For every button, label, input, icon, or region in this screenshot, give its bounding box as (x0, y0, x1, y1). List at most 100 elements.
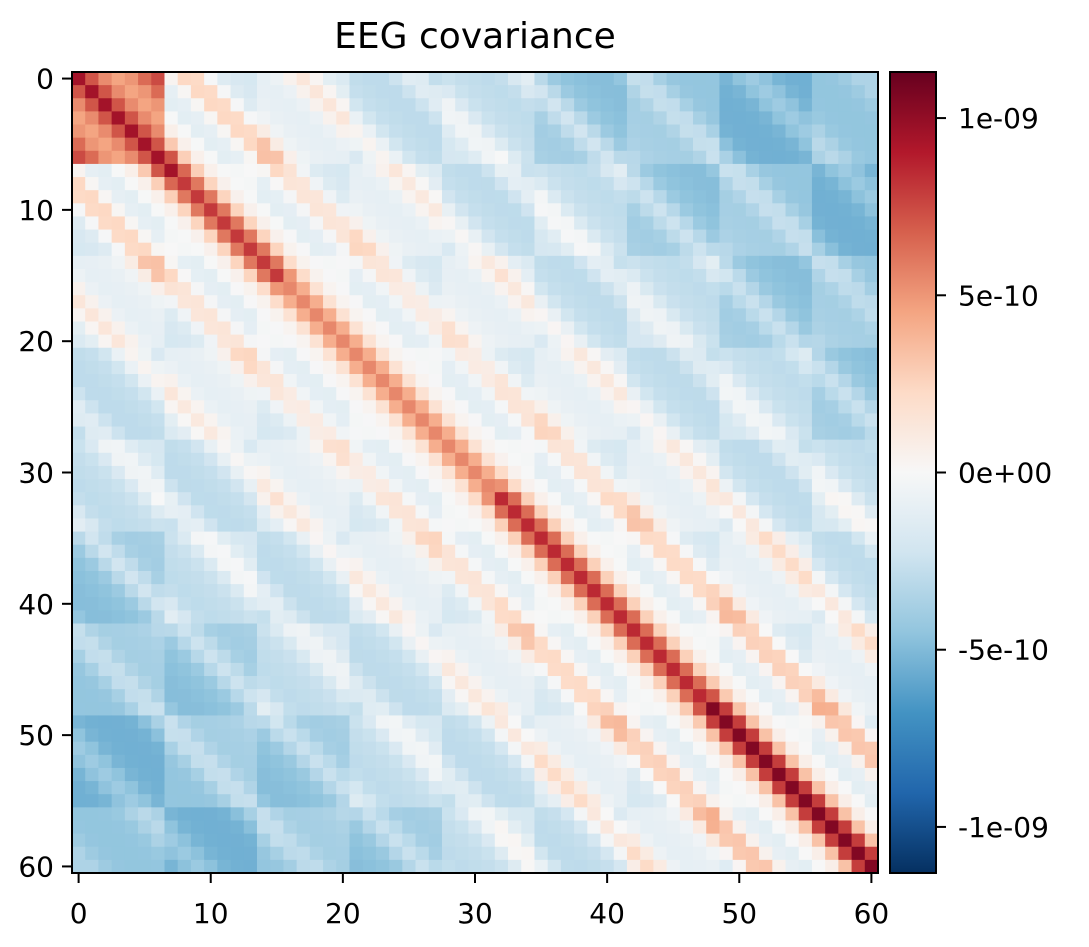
heatmap-cell (494, 400, 509, 414)
heatmap-cell (283, 282, 298, 296)
heatmap-cell (785, 85, 800, 99)
heatmap-cell (481, 741, 496, 756)
heatmap-cell (243, 807, 258, 821)
heatmap-cell (468, 597, 482, 611)
heatmap-cell (98, 413, 113, 427)
heatmap-cell (270, 439, 284, 454)
heatmap-cell (230, 124, 245, 139)
heatmap-cell (455, 623, 469, 638)
heatmap-cell (138, 268, 152, 283)
heatmap-cell (349, 518, 364, 532)
heatmap-cell (666, 623, 681, 638)
heatmap-cell (653, 216, 667, 230)
heatmap-cell (164, 163, 179, 178)
heatmap-cell (666, 597, 681, 611)
heatmap-cell (85, 387, 99, 401)
heatmap-cell (138, 754, 152, 769)
heatmap-cell (693, 636, 707, 651)
heatmap-cell (243, 557, 258, 572)
heatmap-cell (402, 229, 416, 244)
heatmap-cell (653, 781, 667, 795)
heatmap-cell (283, 400, 298, 414)
heatmap-cell (415, 308, 430, 322)
heatmap-cell (732, 242, 747, 257)
heatmap-cell (864, 833, 879, 848)
heatmap-cell (693, 689, 707, 703)
heatmap-cell (587, 203, 601, 217)
heatmap-cell (481, 479, 496, 493)
heatmap-cell (204, 124, 218, 139)
heatmap-cell (851, 505, 866, 519)
heatmap-cell (587, 334, 601, 349)
heatmap-cell (745, 452, 760, 467)
heatmap-cell (785, 505, 800, 519)
heatmap-cell (296, 439, 311, 454)
heatmap-cell (72, 649, 86, 664)
heatmap-cell (825, 124, 839, 139)
heatmap-cell (243, 268, 258, 283)
heatmap-cell (547, 492, 562, 506)
heatmap-cell (785, 820, 800, 835)
heatmap-cell (85, 767, 99, 782)
heatmap-cell (864, 465, 879, 480)
heatmap-cell (230, 702, 245, 716)
heatmap-cell (124, 72, 139, 86)
heatmap-cell (666, 584, 681, 598)
heatmap-cell (679, 557, 694, 572)
heatmap-cell (270, 177, 284, 191)
heatmap-cell (336, 242, 350, 257)
heatmap-cell (838, 597, 852, 611)
heatmap-cell (138, 98, 152, 112)
heatmap-cell (402, 623, 416, 638)
heatmap-cell (626, 308, 641, 322)
heatmap-cell (468, 702, 482, 716)
heatmap-cell (270, 702, 284, 716)
heatmap-cell (508, 557, 522, 572)
heatmap-cell (587, 439, 601, 454)
heatmap-cell (798, 216, 813, 230)
heatmap-cell (719, 741, 734, 756)
heatmap-cell (838, 610, 852, 624)
heatmap-cell (164, 150, 179, 165)
heatmap-cell (164, 242, 179, 257)
heatmap-cell (204, 163, 218, 178)
heatmap-cell (336, 124, 350, 139)
heatmap-cell (428, 308, 443, 322)
heatmap-cell (428, 479, 443, 493)
heatmap-cell (481, 190, 496, 204)
heatmap-cell (177, 781, 192, 795)
heatmap-cell (124, 833, 139, 848)
heatmap-cell (666, 360, 681, 375)
heatmap-cell (494, 623, 509, 638)
heatmap-cell (402, 584, 416, 598)
heatmap-cell (98, 728, 113, 743)
heatmap-cell (204, 846, 218, 861)
heatmap-cell (124, 400, 139, 414)
heatmap-cell (547, 518, 562, 532)
heatmap-cell (217, 282, 231, 296)
heatmap-cell (508, 584, 522, 598)
heatmap-cell (745, 177, 760, 191)
heatmap-cell (626, 439, 641, 454)
heatmap-cell (428, 702, 443, 716)
heatmap-cell (323, 846, 337, 861)
heatmap-cell (547, 268, 562, 283)
heatmap-cell (217, 859, 231, 874)
heatmap-cell (111, 689, 126, 703)
heatmap-cell (560, 531, 575, 546)
heatmap-cell (719, 242, 734, 257)
heatmap-cell (111, 150, 126, 165)
heatmap-cell (745, 518, 760, 532)
heatmap-cell (772, 531, 786, 546)
heatmap-cell (468, 426, 482, 441)
heatmap-cell (85, 400, 99, 414)
heatmap-cell (494, 85, 509, 99)
heatmap-cell (719, 426, 734, 441)
heatmap-cell (243, 715, 258, 729)
heatmap-cell (759, 85, 773, 99)
heatmap-cell (428, 767, 443, 782)
heatmap-cell (547, 72, 562, 86)
heatmap-cell (732, 400, 747, 414)
heatmap-cell (375, 544, 390, 559)
heatmap-cell (706, 728, 720, 743)
